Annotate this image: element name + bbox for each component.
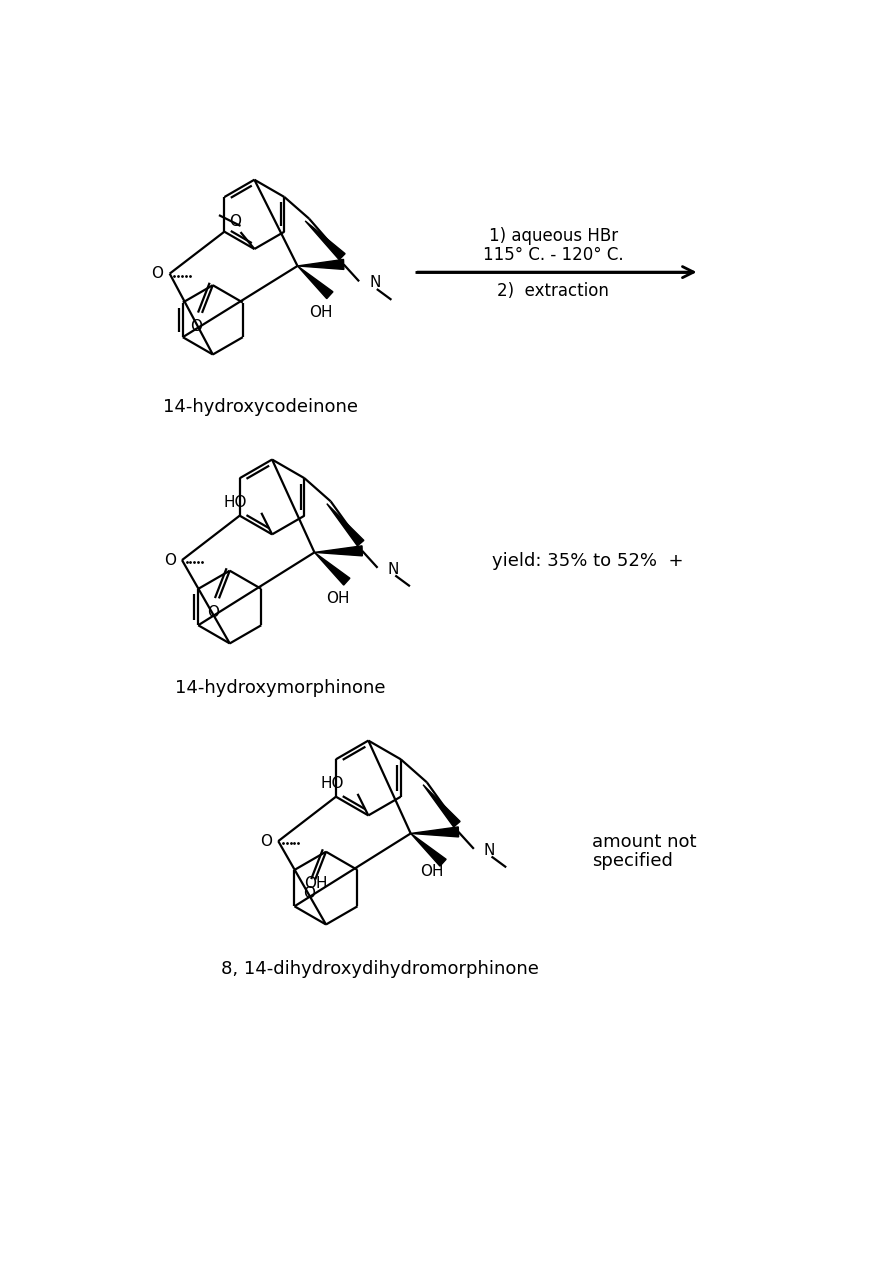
Polygon shape — [314, 546, 362, 556]
Polygon shape — [410, 827, 459, 836]
Text: OH: OH — [309, 304, 332, 320]
Text: 115° C. - 120° C.: 115° C. - 120° C. — [483, 246, 624, 265]
Text: OH: OH — [304, 876, 327, 891]
Text: amount not: amount not — [591, 833, 696, 850]
Polygon shape — [327, 504, 364, 546]
Text: 2)  extraction: 2) extraction — [497, 283, 609, 300]
Polygon shape — [306, 222, 345, 260]
Text: O: O — [190, 320, 202, 335]
Polygon shape — [297, 260, 344, 270]
Text: N: N — [369, 275, 381, 290]
Polygon shape — [423, 784, 461, 827]
Text: N: N — [484, 843, 495, 858]
Text: 14-hydroxymorphinone: 14-hydroxymorphinone — [175, 679, 385, 696]
Text: 1) aqueous HBr: 1) aqueous HBr — [488, 227, 617, 244]
Text: OH: OH — [420, 864, 444, 880]
Text: O: O — [303, 886, 315, 901]
Text: 14-hydroxycodeinone: 14-hydroxycodeinone — [163, 398, 358, 416]
Text: O: O — [151, 266, 163, 281]
Text: O: O — [260, 834, 271, 849]
Text: HO: HO — [224, 494, 247, 509]
Text: 8, 14-dihydroxydihydromorphinone: 8, 14-dihydroxydihydromorphinone — [221, 960, 538, 978]
Text: OH: OH — [326, 591, 349, 606]
Text: O: O — [164, 552, 176, 568]
Text: specified: specified — [591, 852, 673, 871]
Text: N: N — [388, 561, 399, 577]
Polygon shape — [314, 552, 349, 586]
Polygon shape — [297, 266, 333, 299]
Polygon shape — [410, 834, 446, 866]
Text: HO: HO — [320, 775, 344, 791]
Text: yield: 35% to 52%  +: yield: 35% to 52% + — [492, 552, 683, 570]
Text: O: O — [229, 214, 241, 229]
Text: O: O — [207, 605, 219, 620]
